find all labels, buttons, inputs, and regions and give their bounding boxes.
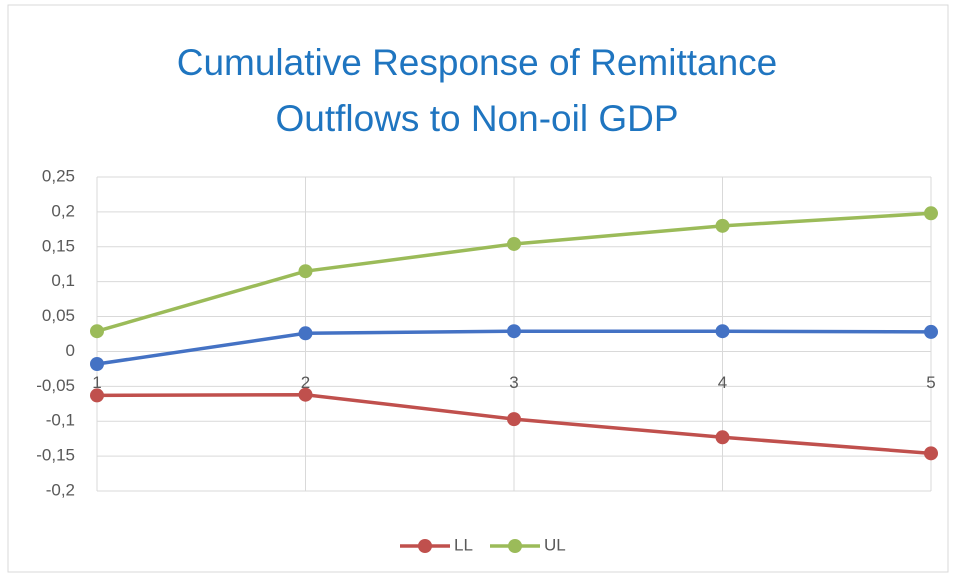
data-point (90, 324, 104, 339)
y-tick-label: -0,15 (36, 446, 75, 465)
y-tick-label: -0,05 (36, 376, 75, 395)
legend-marker (508, 539, 522, 553)
data-point (90, 357, 104, 372)
x-tick-label: 5 (926, 373, 935, 392)
y-tick-label: 0,15 (42, 236, 75, 255)
y-tick-label: -0,1 (46, 411, 75, 430)
data-point (715, 218, 730, 233)
data-point (924, 324, 938, 339)
chart-border (7, 4, 949, 573)
data-point (924, 446, 938, 461)
data-point (715, 324, 730, 339)
data-point (715, 430, 730, 445)
y-tick-label: 0,2 (51, 201, 75, 220)
data-point (90, 388, 104, 403)
data-point (298, 326, 313, 341)
x-tick-label: 4 (718, 373, 727, 392)
legend-label: UL (544, 535, 566, 554)
data-point (507, 324, 521, 339)
y-tick-label: 0 (66, 341, 75, 360)
data-point (507, 412, 521, 427)
data-point (507, 236, 521, 251)
data-point (298, 387, 313, 402)
data-point (298, 264, 313, 279)
legend-label: LL (454, 535, 473, 554)
x-tick-label: 2 (301, 373, 310, 392)
x-tick-label: 1 (92, 373, 101, 392)
chart-title: Outflows to Non-oil GDP (275, 98, 678, 139)
y-tick-label: 0,25 (42, 166, 75, 185)
y-tick-label: 0,1 (51, 271, 75, 290)
chart-title: Cumulative Response of Remittance (177, 42, 778, 83)
y-tick-label: -0,2 (46, 480, 75, 499)
y-tick-label: 0,05 (42, 306, 75, 325)
data-point (924, 206, 938, 221)
legend-marker (418, 539, 432, 553)
x-tick-label: 3 (509, 373, 518, 392)
